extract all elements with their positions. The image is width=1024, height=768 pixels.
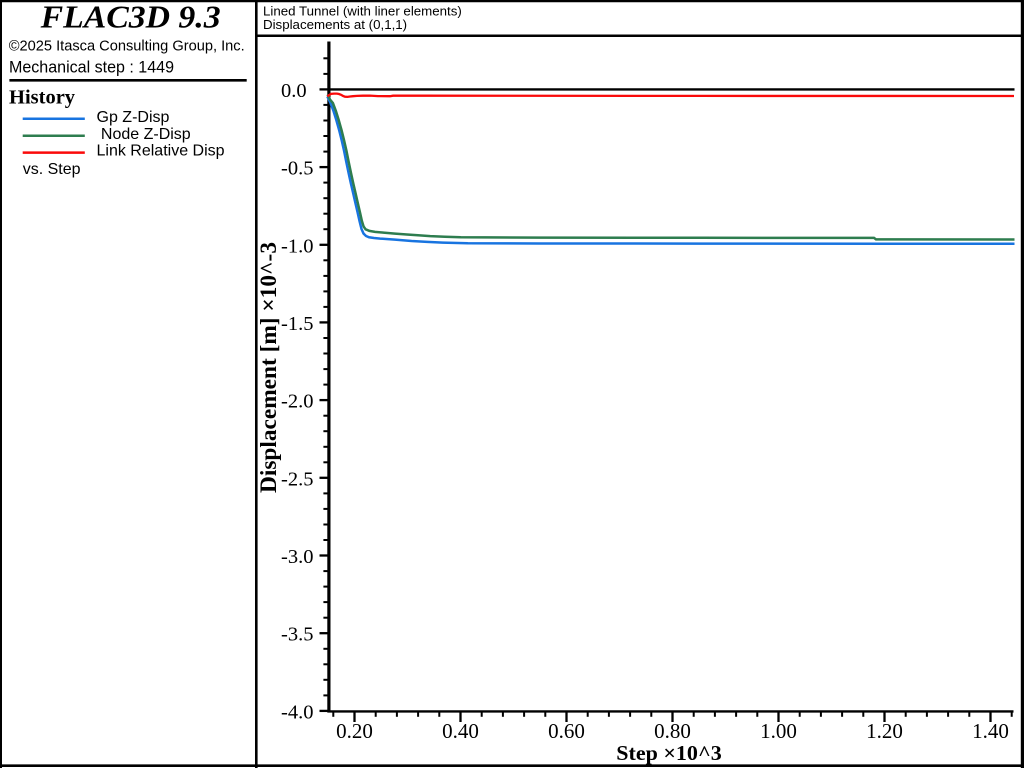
svg-text:Mechanical step : 1449: Mechanical step : 1449 bbox=[9, 59, 174, 77]
svg-text:-3.5: -3.5 bbox=[281, 624, 313, 646]
svg-text:Step ×10^3: Step ×10^3 bbox=[616, 741, 722, 765]
svg-text:-4.0: -4.0 bbox=[281, 701, 313, 723]
svg-text:vs. Step: vs. Step bbox=[23, 161, 81, 178]
svg-text:1.20: 1.20 bbox=[866, 719, 903, 743]
svg-text:-2.5: -2.5 bbox=[281, 468, 313, 490]
svg-text:0.80: 0.80 bbox=[654, 719, 691, 743]
svg-text:FLAC3D 9.3: FLAC3D 9.3 bbox=[40, 0, 221, 35]
svg-text:-1.0: -1.0 bbox=[281, 235, 313, 257]
svg-text:Lined Tunnel (with liner eleme: Lined Tunnel (with liner elements) bbox=[263, 3, 462, 18]
svg-text:History: History bbox=[9, 86, 76, 108]
svg-text:1.00: 1.00 bbox=[760, 719, 797, 743]
svg-text:0.60: 0.60 bbox=[548, 719, 585, 743]
svg-text:Gp Z-Disp: Gp Z-Disp bbox=[97, 109, 170, 126]
svg-text:0.20: 0.20 bbox=[336, 719, 373, 743]
svg-text:Node Z-Disp: Node Z-Disp bbox=[101, 126, 191, 143]
svg-text:-0.5: -0.5 bbox=[281, 158, 313, 180]
svg-text:0.40: 0.40 bbox=[442, 719, 479, 743]
svg-text:Displacements at (0,1,1): Displacements at (0,1,1) bbox=[263, 17, 407, 32]
svg-text:Displacement [m] ×10^-3: Displacement [m] ×10^-3 bbox=[256, 242, 282, 493]
svg-text:Link Relative Disp: Link Relative Disp bbox=[97, 143, 225, 160]
svg-text:-1.5: -1.5 bbox=[281, 313, 313, 335]
svg-text:-2.0: -2.0 bbox=[281, 391, 313, 413]
svg-text:-3.0: -3.0 bbox=[281, 546, 313, 568]
svg-text:©2025 Itasca Consulting Group,: ©2025 Itasca Consulting Group, Inc. bbox=[9, 38, 245, 55]
svg-text:0.0: 0.0 bbox=[281, 80, 307, 102]
svg-text:1.40: 1.40 bbox=[972, 719, 1009, 743]
